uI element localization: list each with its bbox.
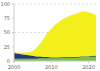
svg-text:75: 75 [8, 15, 10, 21]
svg-text:50: 50 [8, 29, 10, 35]
svg-text:2020: 2020 [82, 64, 92, 70]
svg-text:0: 0 [8, 58, 10, 64]
svg-text:2000: 2000 [8, 64, 20, 70]
svg-text:2010: 2010 [45, 64, 58, 70]
svg-text:100: 100 [8, 1, 10, 7]
svg-text:25: 25 [8, 44, 10, 50]
